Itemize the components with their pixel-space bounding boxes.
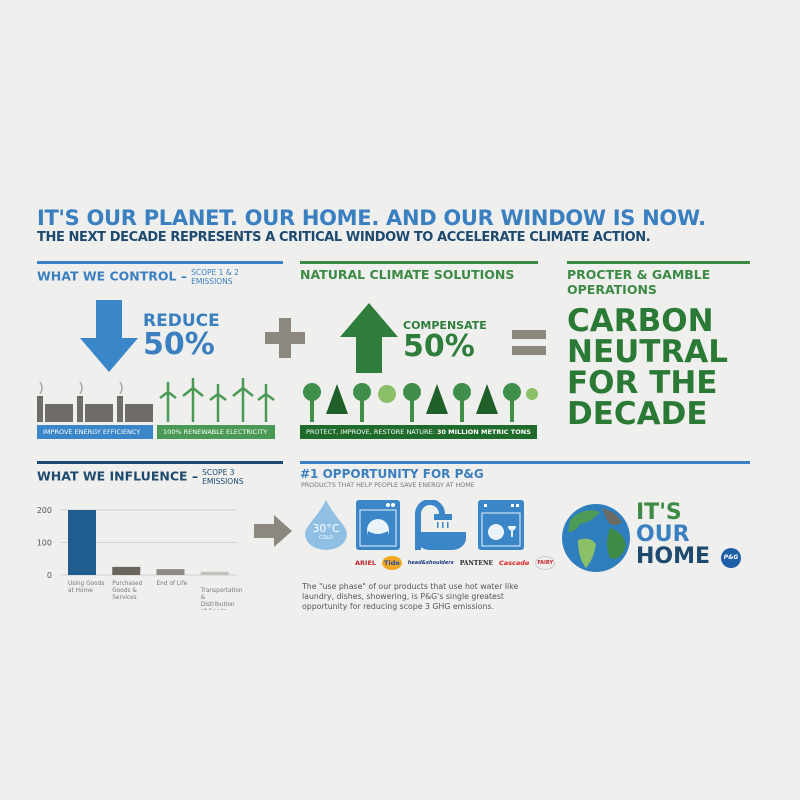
head-shoulders-logo: head&shoulders bbox=[407, 560, 454, 566]
equals-icon bbox=[512, 330, 546, 355]
operations-heading: PROCTER & GAMBLE OPERATIONS bbox=[567, 267, 710, 297]
y-tick-label: 0 bbox=[47, 571, 52, 580]
washing-machine-icon bbox=[356, 500, 400, 550]
scope3-bar-chart: 200 100 0 Using Goods at Home Purchased Goods … bbox=[37, 506, 243, 610]
scope-label: SCOPE 1 & 2 bbox=[191, 268, 239, 277]
result-line: CARBON bbox=[567, 303, 714, 339]
reduce-label: REDUCE bbox=[143, 311, 220, 331]
pg-badge: P&G bbox=[721, 548, 741, 568]
operations-title: PROCTER & GAMBLE bbox=[567, 267, 711, 282]
its-our-home-logo: IT'S OUR HOME bbox=[636, 502, 710, 568]
pantene-logo: PANTENE bbox=[459, 559, 494, 567]
main-title: IT'S OUR PLANET. OUR HOME. AND OUR WINDO… bbox=[37, 206, 706, 230]
opportunity-subtitle: PRODUCTS THAT HELP PEOPLE SAVE ENERGY AT… bbox=[301, 482, 475, 489]
opportunity-title: #1 OPPORTUNITY FOR P&G bbox=[300, 467, 484, 481]
logo-line: OUR bbox=[636, 522, 690, 547]
carbon-neutral-text: CARBON NEUTRAL FOR THE DECADE bbox=[567, 306, 728, 430]
divider bbox=[300, 261, 538, 264]
arrow-right-icon bbox=[254, 515, 292, 547]
result-line: NEUTRAL bbox=[567, 334, 729, 370]
compensate-label: COMPENSATE bbox=[403, 319, 487, 332]
tide-logo: Tide bbox=[382, 556, 402, 570]
influence-heading: WHAT WE INFLUENCE – SCOPE 3 EMISSIONS bbox=[37, 468, 244, 486]
trees-icon bbox=[303, 383, 538, 422]
label-bold: 30 MILLION METRIC TONS bbox=[436, 428, 531, 436]
cascade-logo: Cascade bbox=[499, 559, 530, 567]
cold-label: COLD bbox=[318, 535, 334, 541]
bar bbox=[112, 566, 141, 575]
scope-label: EMISSIONS bbox=[202, 477, 244, 486]
renewable-electricity-label: 100% RENEWABLE ELECTRICITY bbox=[157, 425, 275, 439]
result-line: DECADE bbox=[567, 396, 708, 432]
reduce-percent: 50% bbox=[143, 327, 215, 362]
factory-icon bbox=[37, 381, 153, 422]
operations-title: OPERATIONS bbox=[567, 282, 657, 297]
bar bbox=[68, 510, 96, 575]
x-category-label: Using Goods at Home bbox=[68, 581, 104, 594]
divider bbox=[37, 261, 283, 264]
brand-logos: ARIEL Tide head&shoulders PANTENE Cascad… bbox=[355, 556, 556, 570]
control-title: WHAT WE CONTROL – bbox=[37, 268, 188, 284]
dishwasher-icon bbox=[478, 500, 524, 550]
water-drop-icon: 30°C COLD bbox=[305, 500, 347, 550]
bar bbox=[156, 569, 185, 575]
arrow-up-icon bbox=[340, 303, 398, 373]
scope-label: EMISSIONS bbox=[191, 277, 233, 286]
control-heading: WHAT WE CONTROL – SCOPE 1 & 2 EMISSIONS bbox=[37, 268, 239, 286]
temp-label: 30°C bbox=[312, 522, 340, 535]
divider bbox=[37, 461, 283, 464]
result-line: FOR THE bbox=[567, 365, 718, 401]
x-category-label: Purchased Goods & Services bbox=[112, 581, 142, 601]
shower-bath-icon bbox=[415, 500, 466, 550]
label-text: PROTECT, IMPROVE, RESTORE NATURE: bbox=[306, 428, 435, 436]
x-category-label: End of Life bbox=[157, 581, 188, 587]
influence-title: WHAT WE INFLUENCE – bbox=[37, 468, 199, 484]
x-category-label: Transportation&Distributionof Goods bbox=[200, 588, 243, 610]
use-phase-paragraph: The "use phase" of our products that use… bbox=[302, 582, 519, 611]
compensate-percent: 50% bbox=[403, 329, 475, 364]
fairy-logo: FAIRY bbox=[535, 556, 556, 570]
divider bbox=[300, 461, 750, 464]
globe-logo-icon bbox=[562, 504, 630, 572]
bar bbox=[200, 571, 229, 575]
divider bbox=[567, 261, 750, 264]
scope-label: SCOPE 3 bbox=[202, 468, 235, 477]
y-tick-label: 200 bbox=[37, 506, 52, 515]
wind-turbine-icon bbox=[159, 378, 275, 422]
logo-line: IT'S bbox=[636, 500, 682, 525]
plus-icon bbox=[265, 318, 305, 358]
natural-heading: NATURAL CLIMATE SOLUTIONS bbox=[300, 267, 515, 282]
restore-nature-label: PROTECT, IMPROVE, RESTORE NATURE: 30 MIL… bbox=[300, 425, 537, 439]
energy-efficiency-label: IMPROVE ENERGY EFFICIENCY bbox=[37, 425, 153, 439]
y-tick-label: 100 bbox=[37, 539, 52, 548]
logo-line: HOME bbox=[636, 544, 711, 569]
subtitle: THE NEXT DECADE REPRESENTS A CRITICAL WI… bbox=[37, 230, 651, 245]
arrow-down-icon bbox=[80, 300, 138, 372]
ariel-logo: ARIEL bbox=[355, 559, 377, 567]
